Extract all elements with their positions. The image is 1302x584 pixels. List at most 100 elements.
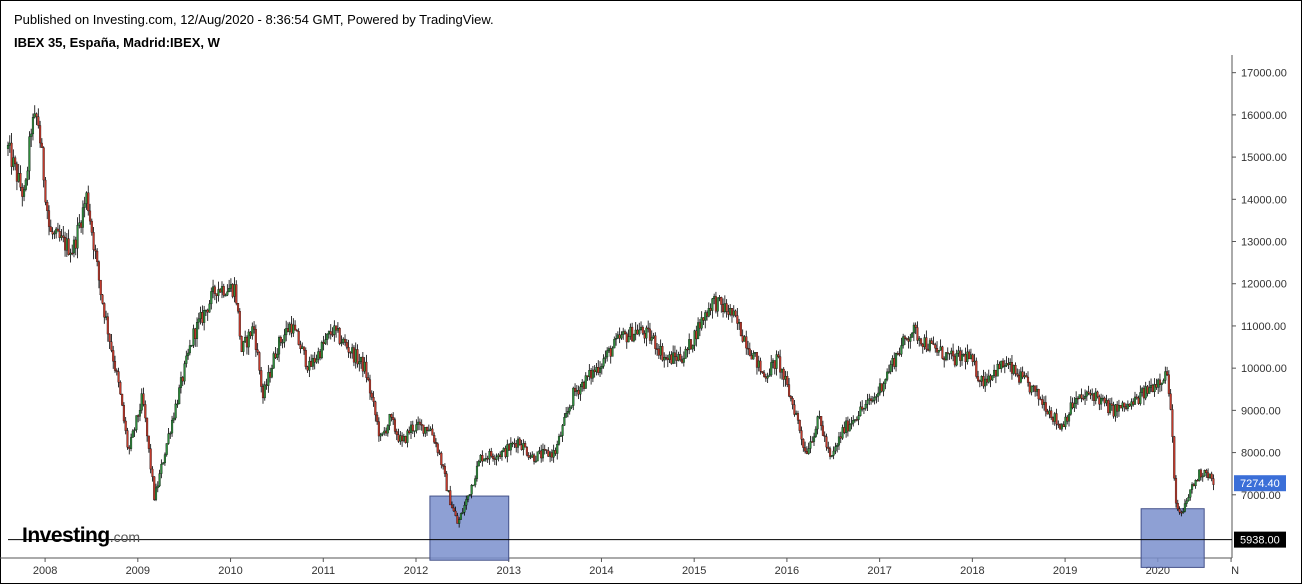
candle-up	[993, 369, 996, 376]
investing-logo: Investing.com	[22, 524, 140, 548]
candle-up	[379, 434, 382, 437]
candle-up	[176, 403, 179, 406]
candle-down	[294, 324, 297, 331]
candle-down	[440, 452, 443, 466]
candle-up	[53, 233, 56, 235]
candle-up	[160, 463, 163, 474]
candle-down	[953, 355, 956, 366]
candle-up	[1073, 403, 1076, 408]
candle-down	[87, 192, 90, 212]
candle-down	[1016, 373, 1019, 376]
candle-up	[251, 326, 254, 337]
candle-up	[634, 329, 637, 335]
candle-down	[47, 210, 51, 227]
candle-down	[1178, 508, 1181, 513]
candle-down	[306, 366, 309, 371]
candle-down	[1050, 410, 1053, 418]
candle-down	[919, 338, 923, 345]
last-price-label: 7274.40	[1240, 478, 1280, 490]
candle-down	[527, 455, 530, 458]
candle-down	[896, 353, 899, 355]
candle-up	[902, 336, 905, 346]
candle-up	[233, 284, 236, 297]
candle-down	[110, 341, 113, 351]
candle-up	[595, 367, 598, 373]
candle-down	[1137, 397, 1140, 404]
candle-up	[1126, 403, 1129, 409]
candle-up	[267, 372, 270, 386]
candle-down	[319, 351, 322, 359]
candle-down	[679, 354, 682, 361]
candle-down	[1039, 398, 1042, 401]
candle-down	[147, 435, 150, 449]
candle-up	[1035, 388, 1038, 392]
candle-down	[643, 333, 646, 339]
x-tick-label: 2019	[1053, 565, 1077, 577]
candle-down	[269, 372, 272, 378]
candle-down	[238, 311, 241, 337]
candle-up	[358, 361, 361, 365]
candle-up	[565, 413, 568, 418]
candle-up	[693, 330, 696, 346]
candle-down	[1051, 417, 1055, 422]
candle-up	[69, 252, 72, 255]
candle-up	[857, 415, 860, 420]
candle-down	[347, 347, 350, 353]
candle-up	[568, 407, 571, 412]
candle-up	[1108, 403, 1112, 413]
candle-down	[748, 348, 751, 356]
candle-up	[1075, 397, 1078, 404]
candle-down	[103, 303, 106, 318]
candle-down	[798, 420, 801, 431]
candle-up	[467, 495, 470, 500]
candle-up	[684, 348, 687, 359]
candle-up	[31, 117, 35, 135]
candle-up	[691, 345, 694, 350]
candle-down	[989, 375, 992, 381]
candle-up	[511, 442, 514, 445]
candle-up	[6, 145, 10, 149]
candle-down	[730, 308, 734, 316]
candle-down	[861, 406, 864, 410]
candle-down	[934, 344, 937, 349]
y-tick-label: 16000.00	[1241, 110, 1287, 122]
candle-down	[787, 384, 791, 397]
candle-up	[830, 455, 833, 457]
x-axis: 2008 2009 2010 2011 2012 2013 2014 2015 2016 2017…	[0, 557, 1239, 577]
candle-down	[46, 202, 49, 211]
candle-down	[554, 450, 557, 454]
candle-up	[549, 452, 552, 457]
candle-up	[228, 288, 231, 292]
candle-up	[105, 316, 108, 318]
candle-up	[557, 436, 561, 445]
candle-up	[616, 334, 619, 339]
candle-down	[260, 370, 263, 387]
candle-down	[42, 147, 45, 181]
candle-down	[1112, 405, 1115, 417]
candle-down	[782, 368, 785, 380]
candle-up	[204, 309, 207, 312]
candle-up	[283, 334, 286, 343]
candle-up	[406, 430, 409, 443]
candle-down	[641, 326, 644, 334]
candle-down	[356, 349, 359, 365]
candle-down	[261, 386, 265, 399]
candle-down	[374, 401, 377, 416]
candle-down	[112, 350, 115, 362]
candle-up	[17, 173, 20, 182]
candle-down	[149, 448, 152, 470]
candle-down	[151, 468, 154, 477]
candle-down	[540, 450, 543, 459]
candle-down	[998, 363, 1001, 369]
candle-up	[980, 376, 983, 382]
candle-up	[837, 436, 841, 446]
candle-up	[950, 350, 953, 354]
candle-up	[604, 356, 607, 359]
candle-up	[415, 424, 418, 431]
candle-up	[996, 363, 999, 377]
candle-up	[203, 310, 206, 323]
candle-down	[524, 443, 527, 448]
candle-down	[452, 507, 455, 512]
candle-down	[1076, 397, 1079, 400]
